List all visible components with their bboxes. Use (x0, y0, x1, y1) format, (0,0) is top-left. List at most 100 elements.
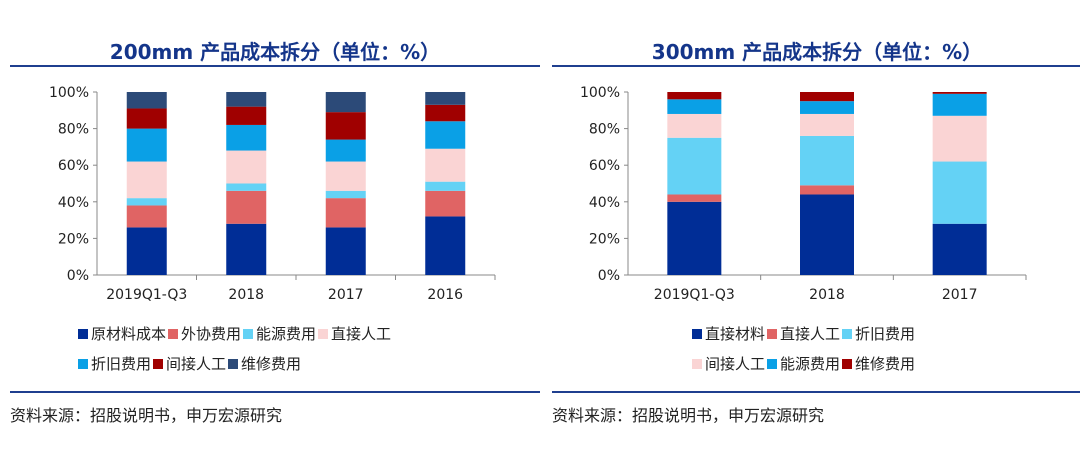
y-tick-label: 80% (589, 122, 620, 138)
legend-swatch (842, 328, 853, 339)
bar-segment (325, 139, 366, 162)
bar-segment (126, 198, 167, 206)
bar-segment (126, 205, 167, 228)
legend-item: 直接材料 (692, 323, 765, 344)
stacked-bar-chart-200mm: 0% 20% 40% 60% 80% 100% 2019Q1-Q3 2018 2017 2016 (49, 85, 496, 303)
bar-segment (226, 183, 267, 191)
legend-row: 间接人工 能源费用 维修费用 (692, 353, 917, 374)
bar-segment (667, 194, 722, 202)
bar-segment (425, 181, 466, 191)
legend-label: 直接人工 (780, 325, 841, 343)
bar-segment (126, 161, 167, 199)
x-tick-label: 2018 (809, 287, 845, 303)
legend-label: 能源费用 (780, 355, 841, 373)
bar-segment (126, 92, 167, 109)
bar-segment (425, 148, 466, 182)
legend-swatch (692, 358, 702, 369)
bar-segment (425, 216, 466, 275)
y-tick-label: 40% (58, 195, 89, 211)
legend-item: 原材料成本 (78, 323, 166, 344)
x-tick-label: 2019Q1-Q3 (106, 287, 187, 303)
title-underline (10, 65, 540, 67)
source-divider (10, 391, 540, 393)
x-tick-label: 2017 (942, 287, 978, 303)
y-tick-label: 80% (58, 122, 89, 138)
bar-segment (325, 92, 366, 113)
legend-label: 间接人工 (166, 355, 227, 373)
y-tick-label: 20% (589, 231, 620, 247)
bar-segment (667, 99, 722, 114)
bar-segment (800, 113, 854, 136)
legend-item: 能源费用 (767, 353, 840, 374)
bar-segment (932, 93, 987, 116)
bar-segment (226, 124, 267, 151)
bar-segment (226, 223, 267, 275)
legend-label: 折旧费用 (855, 325, 916, 343)
bar-segment (226, 106, 267, 125)
y-tick-label: 60% (58, 158, 89, 174)
legend-label: 直接材料 (705, 325, 766, 343)
bar-segment (226, 190, 267, 224)
chart-panel-300mm: 300mm 产品成本拆分（单位：%） 0% 20% 40% 60% 80% 100% 201… (552, 0, 1080, 464)
legend-item: 间接人工 (153, 353, 226, 374)
legend-label: 原材料成本 (91, 325, 167, 343)
bar-segment (667, 137, 722, 195)
legend-item: 折旧费用 (78, 353, 151, 374)
legend-row: 折旧费用 间接人工 维修费用 (78, 353, 303, 374)
bar-segment (126, 227, 167, 275)
legend-item: 直接人工 (318, 323, 391, 344)
legend-item: 间接人工 (692, 353, 765, 374)
legend-swatch (228, 358, 239, 369)
legend-label: 间接人工 (705, 355, 766, 373)
bar-segment (932, 115, 987, 162)
legend-item: 维修费用 (228, 353, 301, 374)
x-tick-label: 2016 (427, 287, 463, 303)
legend-item: 能源费用 (243, 323, 316, 344)
bar-segment (425, 104, 466, 122)
legend-label: 维修费用 (241, 355, 302, 373)
bar-segment (800, 194, 854, 275)
source-note: 资料来源：招股说明书，申万宏源研究 (10, 406, 283, 425)
legend-item: 折旧费用 (842, 323, 915, 344)
legend-label: 外协费用 (181, 325, 242, 343)
y-tick-label: 40% (589, 195, 620, 211)
bar-segment (425, 190, 466, 217)
bar-segment (667, 201, 722, 275)
legend-swatch (767, 328, 778, 339)
y-tick-label: 60% (589, 158, 620, 174)
bar-segment (325, 227, 366, 275)
y-tick-label: 0% (598, 268, 620, 284)
legend-label: 直接人工 (331, 325, 392, 343)
x-tick-label: 2018 (228, 287, 264, 303)
chart-panel-200mm: 200mm 产品成本拆分（单位：%） 0% 20% 40% 60% 80% 100% 201… (10, 0, 540, 464)
bar-segment (226, 92, 267, 107)
bar-segment (226, 150, 267, 184)
bar-segment (425, 121, 466, 149)
legend-item: 外协费用 (168, 323, 241, 344)
bar-segment (800, 135, 854, 186)
x-tick-label: 2017 (328, 287, 364, 303)
bar-segment (325, 112, 366, 140)
y-tick-label: 20% (58, 231, 89, 247)
source-divider (552, 391, 1080, 393)
legend-swatch (692, 328, 702, 339)
chart-title: 300mm 产品成本拆分（单位：%） (651, 40, 983, 64)
bar-segment (667, 92, 722, 100)
legend-row: 原材料成本 外协费用 能源费用 直接人工 (78, 323, 393, 344)
y-tick-label: 0% (67, 268, 89, 284)
bar-segment (325, 161, 366, 191)
bar-segment (800, 92, 854, 102)
legend-row: 直接材料 直接人工 折旧费用 (692, 323, 917, 344)
bar-segment (126, 128, 167, 162)
bar-segment (667, 113, 722, 138)
x-tick-label: 2019Q1-Q3 (654, 287, 735, 303)
bar-segment (800, 185, 854, 195)
legend-swatch (168, 328, 179, 339)
legend-swatch (78, 358, 88, 369)
title-underline (552, 65, 1080, 67)
bar-segment (126, 108, 167, 129)
bar-segment (325, 198, 366, 228)
bar-segment (932, 161, 987, 224)
y-tick-label: 100% (49, 85, 89, 101)
bar-segment (932, 92, 987, 94)
